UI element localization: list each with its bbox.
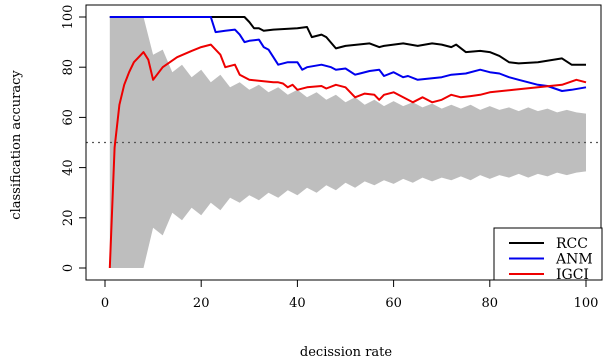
x-axis-label: decission rate <box>300 345 392 360</box>
y-tick-label: 20 <box>61 210 76 227</box>
band-layer <box>109 17 587 268</box>
x-tick-label: 0 <box>101 296 109 311</box>
x-tick-label: 100 <box>574 296 599 311</box>
series-line-anm <box>109 16 587 92</box>
y-tick-label: 100 <box>61 5 76 30</box>
series-line-igci <box>108 43 587 269</box>
x-axis: 0 20 40 60 80 100 <box>101 280 599 311</box>
y-axis: 0 20 40 60 80 100 <box>61 5 86 272</box>
plot-frame <box>85 4 602 281</box>
legend-label-igci: IGCI <box>556 267 589 283</box>
series-line-rcc <box>109 16 586 66</box>
y-tick-label: 40 <box>61 159 76 176</box>
x-tick-label: 80 <box>482 296 499 311</box>
y-tick-label: 60 <box>61 109 76 126</box>
x-tick-label: 40 <box>289 296 306 311</box>
y-tick-label: 0 <box>61 264 76 272</box>
series-layer <box>108 16 587 269</box>
y-axis-label: classification accuracy <box>9 70 24 220</box>
x-tick-label: 60 <box>385 296 402 311</box>
x-tick-label: 20 <box>193 296 210 311</box>
chance-band <box>109 17 587 268</box>
y-tick-label: 80 <box>61 59 76 76</box>
legend-box <box>493 227 603 281</box>
legend-label-rcc: RCC <box>556 236 588 252</box>
legend-label-anm: ANM <box>555 252 593 268</box>
